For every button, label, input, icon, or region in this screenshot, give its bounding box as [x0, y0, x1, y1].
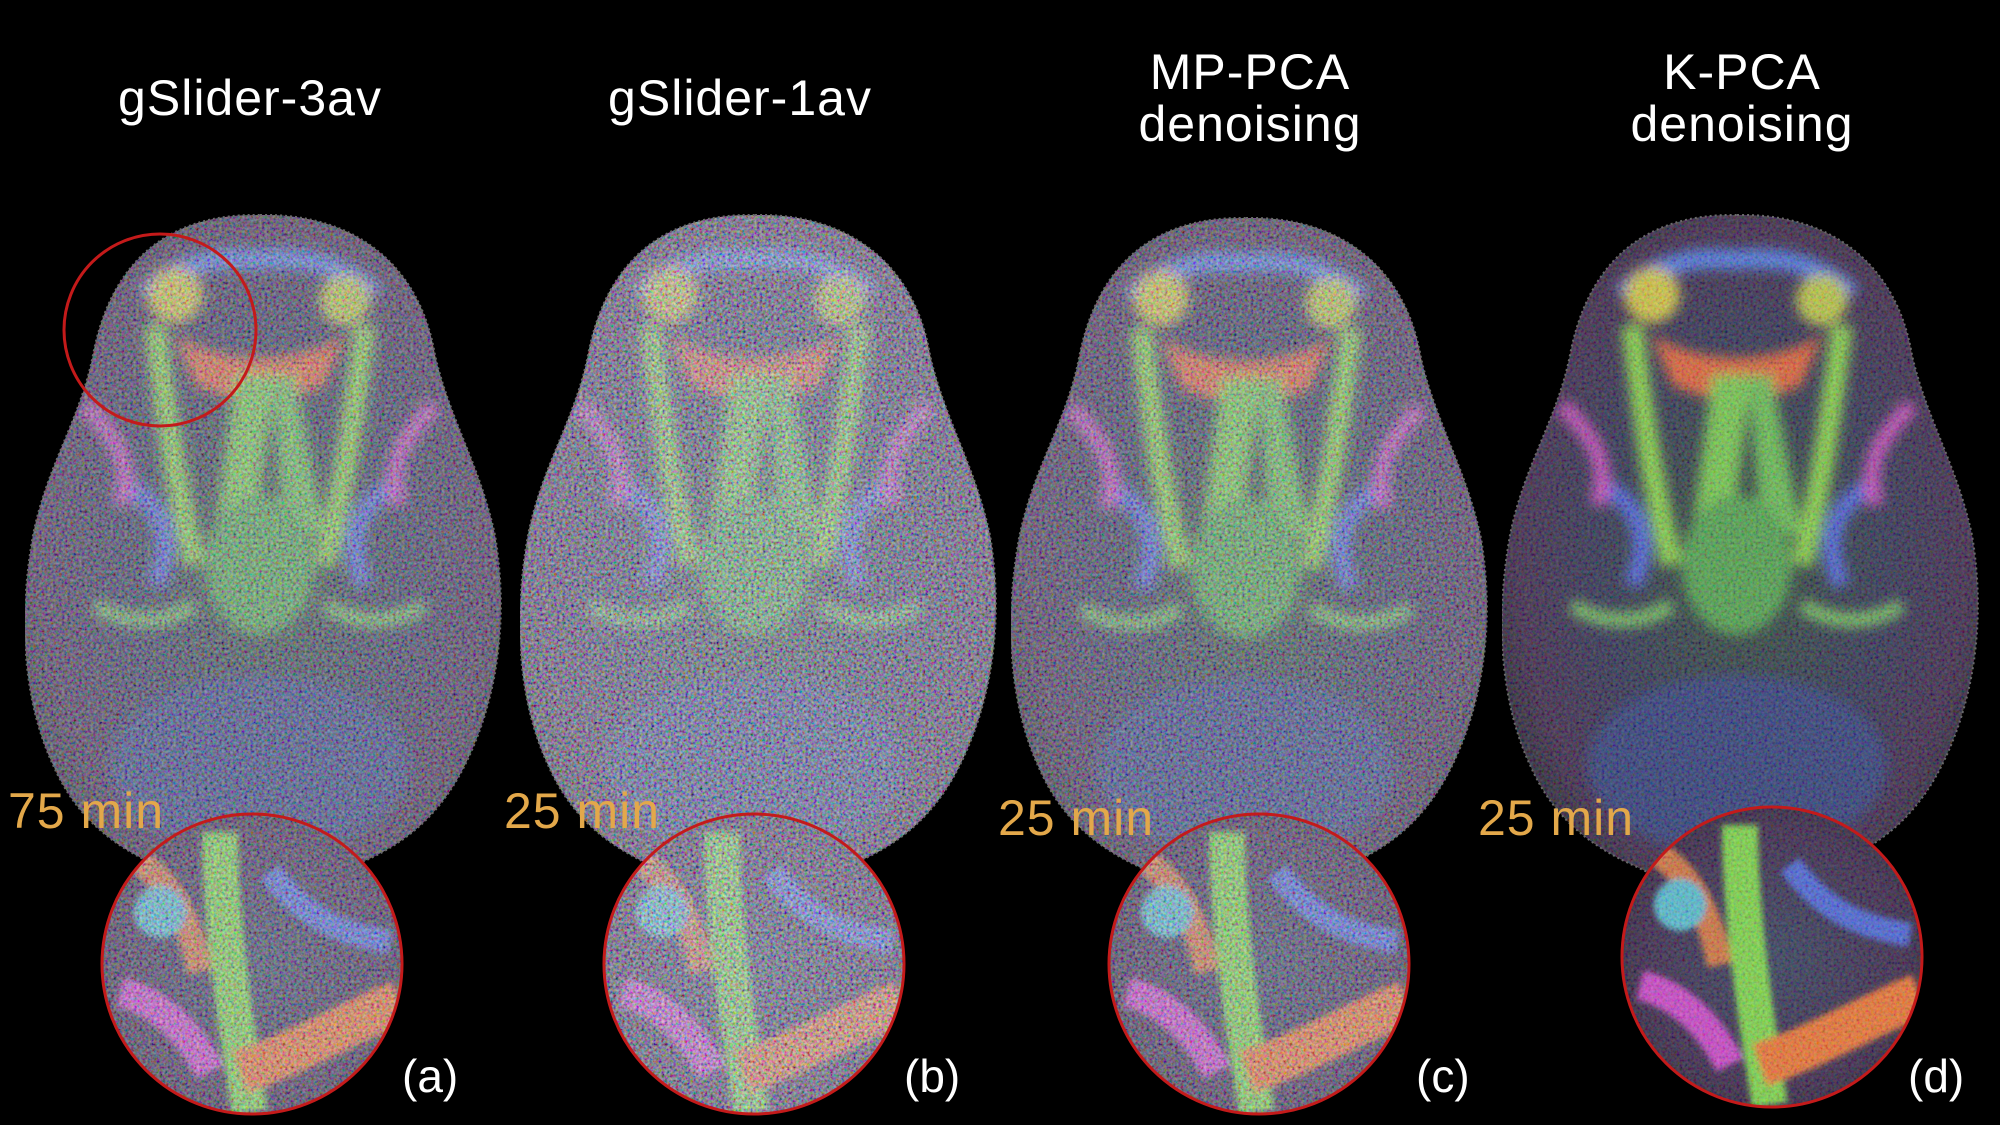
panel-b: gSlider-1av — [490, 0, 997, 1125]
roi-circle — [62, 232, 258, 428]
panel-title: gSlider-1av — [608, 70, 872, 126]
panel-label: (c) — [1416, 1050, 1470, 1102]
panel-c: MP-PCA denoising — [998, 0, 1510, 1125]
panel-title: gSlider-3av — [118, 70, 382, 126]
panel-label: (b) — [904, 1050, 961, 1102]
zoom-inset — [1620, 805, 1924, 1109]
panel-title: MP-PCA denoising — [1138, 44, 1362, 152]
panel-a: gSlider-3av — [0, 0, 502, 1125]
acquisition-time: 75 min — [8, 783, 165, 839]
zoom-inset — [100, 812, 404, 1116]
panel-label: (a) — [402, 1050, 459, 1102]
zoom-inset — [1107, 812, 1411, 1116]
brain-image — [1011, 216, 1488, 900]
brain-image — [1502, 213, 1979, 897]
panel-title: K-PCA denoising — [1630, 44, 1854, 152]
brain-image — [25, 213, 502, 897]
panel-d: K-PCA denoising — [1478, 0, 2000, 1125]
brain-image — [520, 213, 997, 897]
acquisition-time: 25 min — [1478, 790, 1635, 846]
panel-label: (d) — [1908, 1050, 1965, 1102]
acquisition-time: 25 min — [998, 790, 1155, 846]
acquisition-time: 25 min — [504, 783, 661, 839]
zoom-inset — [602, 812, 906, 1116]
